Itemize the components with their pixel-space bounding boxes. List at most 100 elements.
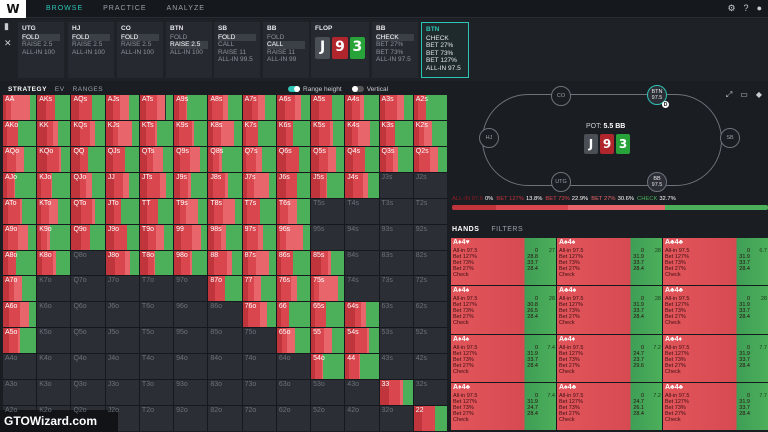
- position-action[interactable]: RAISE 11: [218, 48, 247, 56]
- hand-cell[interactable]: J3o: [105, 380, 139, 406]
- tab-ranges[interactable]: RANGES: [72, 85, 104, 93]
- hand-cell[interactable]: K5s: [311, 120, 345, 146]
- hand-cell[interactable]: T9s: [174, 198, 208, 224]
- seat-bb[interactable]: BB 97.5: [647, 172, 667, 192]
- hand-cell[interactable]: K9s: [174, 120, 208, 146]
- position-card-hj[interactable]: HJ FOLD RAISE 2.5 ALL-IN 100: [68, 22, 114, 78]
- hand-cell[interactable]: T3s: [379, 198, 413, 224]
- hand-cell[interactable]: Q3s: [379, 146, 413, 172]
- hand-cell[interactable]: J8o: [105, 250, 139, 276]
- hand-cell[interactable]: A8o: [3, 250, 37, 276]
- hand-cell[interactable]: 76o: [242, 302, 276, 328]
- hand-cell[interactable]: 54s: [345, 328, 379, 354]
- hand-cell[interactable]: T8s: [208, 198, 242, 224]
- hand-cell[interactable]: 54o: [311, 354, 345, 380]
- hand-cell[interactable]: 65s: [311, 302, 345, 328]
- seat-co[interactable]: CO: [551, 86, 571, 106]
- hand-combo-cell[interactable]: A♠4♦ All-in 97.5 Bet 127% Bet 73% Bet 27% Che…: [557, 334, 662, 382]
- hand-cell[interactable]: 66: [276, 302, 311, 328]
- hand-cell[interactable]: 62s: [413, 302, 447, 328]
- position-action[interactable]: FOLD: [72, 33, 110, 41]
- hand-combo-cell[interactable]: A♦4♠ All-in 97.5 Bet 127% Bet 73% Bet 27% Che…: [451, 286, 556, 334]
- bb-action-check[interactable]: CHECK: [376, 33, 414, 41]
- hand-cell[interactable]: JTs: [139, 172, 174, 198]
- seat-btn[interactable]: BTN 97.5: [647, 85, 667, 105]
- hand-cell[interactable]: QJo: [71, 172, 105, 198]
- vertical-toggle[interactable]: Vertical: [351, 85, 388, 93]
- hand-cell[interactable]: 98o: [174, 250, 208, 276]
- hand-cell[interactable]: ATs: [139, 95, 174, 120]
- hand-cell[interactable]: JTo: [105, 198, 139, 224]
- hand-cell[interactable]: 92s: [413, 224, 447, 250]
- hand-cell[interactable]: T5s: [311, 198, 345, 224]
- btn-action-allin[interactable]: ALL-IN 97.5: [426, 64, 461, 72]
- toggle-switch-off[interactable]: [351, 85, 364, 92]
- hand-cell[interactable]: A4s: [345, 95, 379, 120]
- hand-cell[interactable]: 43s: [379, 354, 413, 380]
- position-action[interactable]: ALL-IN 100: [170, 48, 203, 56]
- hand-cell[interactable]: J5o: [105, 328, 139, 354]
- hand-cell[interactable]: QTs: [139, 146, 174, 172]
- hand-cell[interactable]: 53o: [311, 380, 345, 406]
- hand-cell[interactable]: Q6o: [71, 302, 105, 328]
- bookmark-icon[interactable]: ▮: [4, 21, 9, 31]
- hand-cell[interactable]: K3o: [37, 380, 71, 406]
- position-action[interactable]: RAISE 2.5: [170, 41, 208, 49]
- btn-decision-card[interactable]: BTN CHECK BET 27% BET 73% BET 127% ALL-I…: [421, 22, 469, 78]
- tab-ev[interactable]: EV: [54, 85, 65, 93]
- hand-cell[interactable]: AKs: [37, 95, 71, 120]
- hand-cell[interactable]: AA: [3, 95, 37, 120]
- hand-cell[interactable]: 85s: [311, 250, 345, 276]
- hand-cell[interactable]: T5o: [139, 328, 174, 354]
- tab-filters[interactable]: FILTERS: [491, 226, 524, 233]
- hand-cell[interactable]: 94o: [174, 354, 208, 380]
- position-action[interactable]: RAISE 2.5: [72, 41, 103, 48]
- hand-cell[interactable]: Q6s: [276, 146, 311, 172]
- hand-combo-cell[interactable]: A♣4♣ All-in 97.5 Bet 127% Bet 73% Bet 27% Che…: [663, 238, 768, 286]
- hand-cell[interactable]: K5o: [37, 328, 71, 354]
- hand-cell[interactable]: 82o: [208, 406, 242, 431]
- position-action[interactable]: ALL-IN 100: [72, 48, 105, 56]
- position-action[interactable]: RAISE 2.5: [121, 41, 152, 48]
- hand-cell[interactable]: Q9s: [174, 146, 208, 172]
- hand-cell[interactable]: 55: [311, 328, 345, 354]
- hand-cell[interactable]: QTo: [71, 198, 105, 224]
- hand-cell[interactable]: Q4o: [71, 354, 105, 380]
- hand-cell[interactable]: 82s: [413, 250, 447, 276]
- hand-cell[interactable]: 53s: [379, 328, 413, 354]
- hand-cell[interactable]: J7s: [242, 172, 276, 198]
- bb-action-bet27[interactable]: BET 27%: [376, 41, 404, 48]
- hand-combo-cell[interactable]: A♦4♠ All-in 97.5 Bet 127% Bet 73% Bet 27% Che…: [451, 334, 556, 382]
- hand-cell[interactable]: 96o: [174, 302, 208, 328]
- hand-combo-cell[interactable]: A♣4♣ All-in 97.5 Bet 127% Bet 73% Bet 27% Che…: [663, 382, 768, 430]
- expand-icon[interactable]: ⤢: [725, 90, 733, 99]
- hand-cell[interactable]: 97s: [242, 224, 276, 250]
- btn-action-bet73[interactable]: BET 73%: [426, 49, 454, 57]
- seat-sb[interactable]: SB: [720, 128, 740, 148]
- nav-browse[interactable]: BROWSE: [46, 5, 84, 12]
- position-action[interactable]: CALL: [218, 41, 235, 48]
- hand-cell[interactable]: 75o: [242, 328, 276, 354]
- hand-cell[interactable]: 99: [174, 224, 208, 250]
- hand-cell[interactable]: T9o: [139, 224, 174, 250]
- hand-cell[interactable]: J4o: [105, 354, 139, 380]
- hand-cell[interactable]: J3s: [379, 172, 413, 198]
- hand-cell[interactable]: 62o: [276, 406, 311, 431]
- hand-cell[interactable]: 72o: [242, 406, 276, 431]
- hand-cell[interactable]: KQo: [37, 146, 71, 172]
- hand-cell[interactable]: T7o: [139, 276, 174, 302]
- hand-cell[interactable]: ATo: [3, 198, 37, 224]
- hand-cell[interactable]: 86o: [208, 302, 242, 328]
- hand-cell[interactable]: J9o: [105, 224, 139, 250]
- close-icon[interactable]: ✕: [4, 38, 12, 48]
- hand-combo-cell[interactable]: A♣4♠ All-in 97.5 Bet 127% Bet 73% Bet 27% Che…: [557, 286, 662, 334]
- hand-cell[interactable]: J5s: [311, 172, 345, 198]
- hand-cell[interactable]: 22: [413, 406, 447, 431]
- position-action[interactable]: RAISE 11: [267, 48, 296, 56]
- position-action[interactable]: FOLD: [218, 33, 256, 41]
- hand-cell[interactable]: J4s: [345, 172, 379, 198]
- hand-cell[interactable]: 63s: [379, 302, 413, 328]
- hand-cell[interactable]: 73o: [242, 380, 276, 406]
- hand-cell[interactable]: T6o: [139, 302, 174, 328]
- position-action[interactable]: ALL-IN 99: [267, 56, 297, 63]
